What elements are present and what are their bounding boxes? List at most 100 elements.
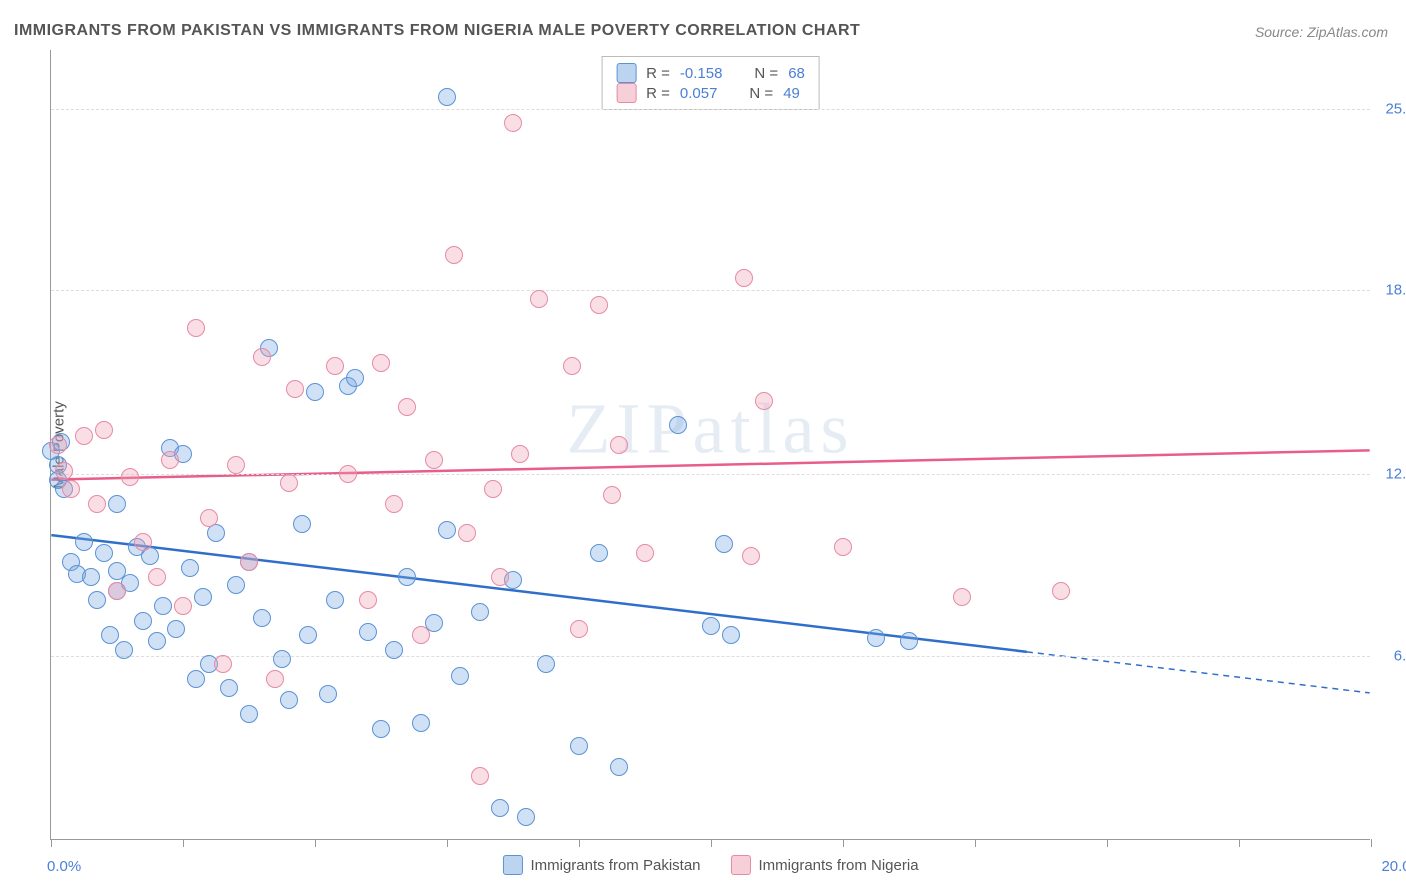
data-point: [484, 480, 502, 498]
x-axis-min-label: 0.0%: [47, 858, 81, 875]
data-point: [735, 269, 753, 287]
data-point: [108, 582, 126, 600]
x-tick: [183, 839, 184, 847]
data-point: [187, 319, 205, 337]
data-point: [669, 416, 687, 434]
data-point: [590, 296, 608, 314]
data-point: [867, 629, 885, 647]
data-point: [398, 568, 416, 586]
n-label: N =: [749, 85, 773, 102]
data-point: [570, 620, 588, 638]
data-point: [590, 544, 608, 562]
legend-row: R = -0.158 N = 68: [616, 63, 805, 83]
legend-label: Immigrants from Nigeria: [759, 857, 919, 874]
gridline: [51, 290, 1370, 291]
data-point: [121, 468, 139, 486]
data-point: [227, 456, 245, 474]
n-value: 49: [783, 85, 800, 102]
data-point: [385, 641, 403, 659]
data-point: [471, 767, 489, 785]
n-label: N =: [754, 65, 778, 82]
data-point: [570, 737, 588, 755]
data-point: [75, 427, 93, 445]
data-point: [280, 474, 298, 492]
data-point: [148, 632, 166, 650]
y-tick-label: 18.8%: [1385, 281, 1406, 298]
source-attribution: Source: ZipAtlas.com: [1255, 24, 1388, 40]
data-point: [372, 354, 390, 372]
swatch-pink: [616, 83, 636, 103]
data-point: [359, 591, 377, 609]
swatch-blue: [502, 855, 522, 875]
data-point: [900, 632, 918, 650]
x-tick: [843, 839, 844, 847]
gridline: [51, 656, 1370, 657]
x-tick: [51, 839, 52, 847]
data-point: [603, 486, 621, 504]
x-tick: [975, 839, 976, 847]
y-tick-label: 25.0%: [1385, 100, 1406, 117]
data-point: [504, 114, 522, 132]
data-point: [108, 495, 126, 513]
data-point: [134, 612, 152, 630]
data-point: [88, 495, 106, 513]
data-point: [412, 714, 430, 732]
r-label: R =: [646, 65, 670, 82]
data-point: [49, 436, 67, 454]
data-point: [563, 357, 581, 375]
data-point: [491, 799, 509, 817]
data-point: [194, 588, 212, 606]
data-point: [95, 421, 113, 439]
data-point: [346, 369, 364, 387]
data-point: [372, 720, 390, 738]
plot-area: Male Poverty ZIPatlas R = -0.158 N = 68 …: [50, 50, 1370, 840]
data-point: [273, 650, 291, 668]
data-point: [299, 626, 317, 644]
data-point: [286, 380, 304, 398]
data-point: [491, 568, 509, 586]
data-point: [702, 617, 720, 635]
data-point: [412, 626, 430, 644]
data-point: [148, 568, 166, 586]
data-point: [181, 559, 199, 577]
swatch-blue: [616, 63, 636, 83]
data-point: [82, 568, 100, 586]
chart-title: IMMIGRANTS FROM PAKISTAN VS IMMIGRANTS F…: [14, 22, 860, 40]
data-point: [266, 670, 284, 688]
legend-stats: R = -0.158 N = 68 R = 0.057 N = 49: [601, 56, 820, 110]
r-value: 0.057: [680, 85, 718, 102]
trendline-dashed: [1027, 652, 1370, 693]
x-tick: [447, 839, 448, 847]
gridline: [51, 474, 1370, 475]
data-point: [834, 538, 852, 556]
x-tick: [1107, 839, 1108, 847]
data-point: [398, 398, 416, 416]
data-point: [253, 609, 271, 627]
data-point: [161, 451, 179, 469]
y-tick-label: 6.3%: [1394, 647, 1406, 664]
data-point: [306, 383, 324, 401]
data-point: [200, 509, 218, 527]
gridline: [51, 109, 1370, 110]
swatch-pink: [731, 855, 751, 875]
data-point: [517, 808, 535, 826]
data-point: [227, 576, 245, 594]
x-tick: [1371, 839, 1372, 847]
data-point: [755, 392, 773, 410]
data-point: [359, 623, 377, 641]
data-point: [636, 544, 654, 562]
data-point: [187, 670, 205, 688]
x-tick: [579, 839, 580, 847]
data-point: [88, 591, 106, 609]
data-point: [722, 626, 740, 644]
data-point: [214, 655, 232, 673]
data-point: [174, 597, 192, 615]
data-point: [610, 758, 628, 776]
data-point: [134, 533, 152, 551]
data-point: [220, 679, 238, 697]
data-point: [319, 685, 337, 703]
data-point: [445, 246, 463, 264]
data-point: [326, 591, 344, 609]
data-point: [154, 597, 172, 615]
legend-label: Immigrants from Pakistan: [530, 857, 700, 874]
